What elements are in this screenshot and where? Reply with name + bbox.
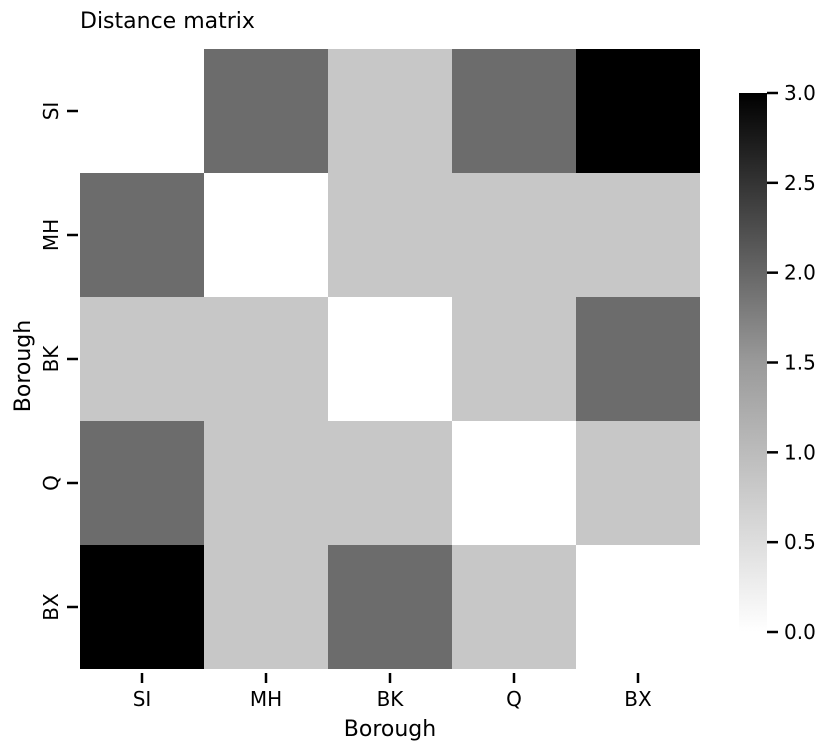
heatmap-cell-MH-BK bbox=[328, 173, 452, 297]
heatmap-cell-MH-Q bbox=[452, 173, 576, 297]
heatmap-cells bbox=[80, 49, 700, 669]
heatmap-cell-SI-BX bbox=[576, 49, 700, 173]
y-tick-label: MH bbox=[39, 219, 63, 251]
y-tick-label: Q bbox=[39, 475, 63, 491]
heatmap-cell-SI-SI bbox=[80, 49, 204, 173]
colorbar-tick-label: 0.5 bbox=[784, 530, 816, 554]
colorbar-tick-label: 2.5 bbox=[784, 171, 816, 195]
y-tick-label: BK bbox=[39, 345, 63, 373]
y-axis-label: Borough bbox=[11, 320, 36, 412]
heatmap-cell-MH-BX bbox=[576, 173, 700, 297]
heatmap-cell-BK-Q bbox=[452, 297, 576, 421]
heatmap-cell-SI-MH bbox=[204, 49, 328, 173]
heatmap-cell-SI-BK bbox=[328, 49, 452, 173]
heatmap-cell-BK-MH bbox=[204, 297, 328, 421]
y-tick-label: BX bbox=[39, 593, 63, 621]
heatmap-cell-Q-SI bbox=[80, 421, 204, 545]
heatmap-cell-MH-MH bbox=[204, 173, 328, 297]
x-tick-label: SI bbox=[133, 687, 152, 711]
heatmap-cell-BX-MH bbox=[204, 545, 328, 669]
heatmap-cell-BK-SI bbox=[80, 297, 204, 421]
heatmap-cell-Q-BX bbox=[576, 421, 700, 545]
heatmap-cell-Q-BK bbox=[328, 421, 452, 545]
colorbar-tick-label: 1.5 bbox=[784, 351, 816, 375]
x-axis-ticks: SI MH BK Q BX bbox=[133, 673, 652, 711]
x-tick-label: MH bbox=[250, 687, 282, 711]
heatmap-cell-MH-SI bbox=[80, 173, 204, 297]
heatmap-cell-BX-Q bbox=[452, 545, 576, 669]
heatmap-cell-BK-BK bbox=[328, 297, 452, 421]
colorbar-tick-label: 0.0 bbox=[784, 620, 816, 644]
y-axis-ticks: SI MH BK Q BX bbox=[39, 102, 78, 621]
heatmap-cell-BX-SI bbox=[80, 545, 204, 669]
x-tick-label: BK bbox=[377, 687, 405, 711]
colorbar-tick-label: 1.0 bbox=[784, 440, 816, 464]
x-axis-label: Borough bbox=[344, 717, 436, 742]
heatmap-cell-BX-BX bbox=[576, 545, 700, 669]
colorbar-tick-label: 2.0 bbox=[784, 261, 816, 285]
chart-title: Distance matrix bbox=[80, 9, 255, 34]
heatmap-cell-SI-Q bbox=[452, 49, 576, 173]
heatmap-cell-Q-Q bbox=[452, 421, 576, 545]
heatmap-cell-Q-MH bbox=[204, 421, 328, 545]
colorbar-tick-label: 3.0 bbox=[784, 81, 816, 105]
heatmap-cell-BK-BX bbox=[576, 297, 700, 421]
heatmap-cell-BX-BK bbox=[328, 545, 452, 669]
x-tick-label: BX bbox=[624, 687, 652, 711]
x-tick-label: Q bbox=[506, 687, 522, 711]
colorbar-ticks: 0.0 0.5 1.0 1.5 2.0 2.5 3.0 bbox=[767, 81, 816, 644]
y-tick-label: SI bbox=[39, 102, 63, 121]
colorbar bbox=[739, 93, 767, 632]
